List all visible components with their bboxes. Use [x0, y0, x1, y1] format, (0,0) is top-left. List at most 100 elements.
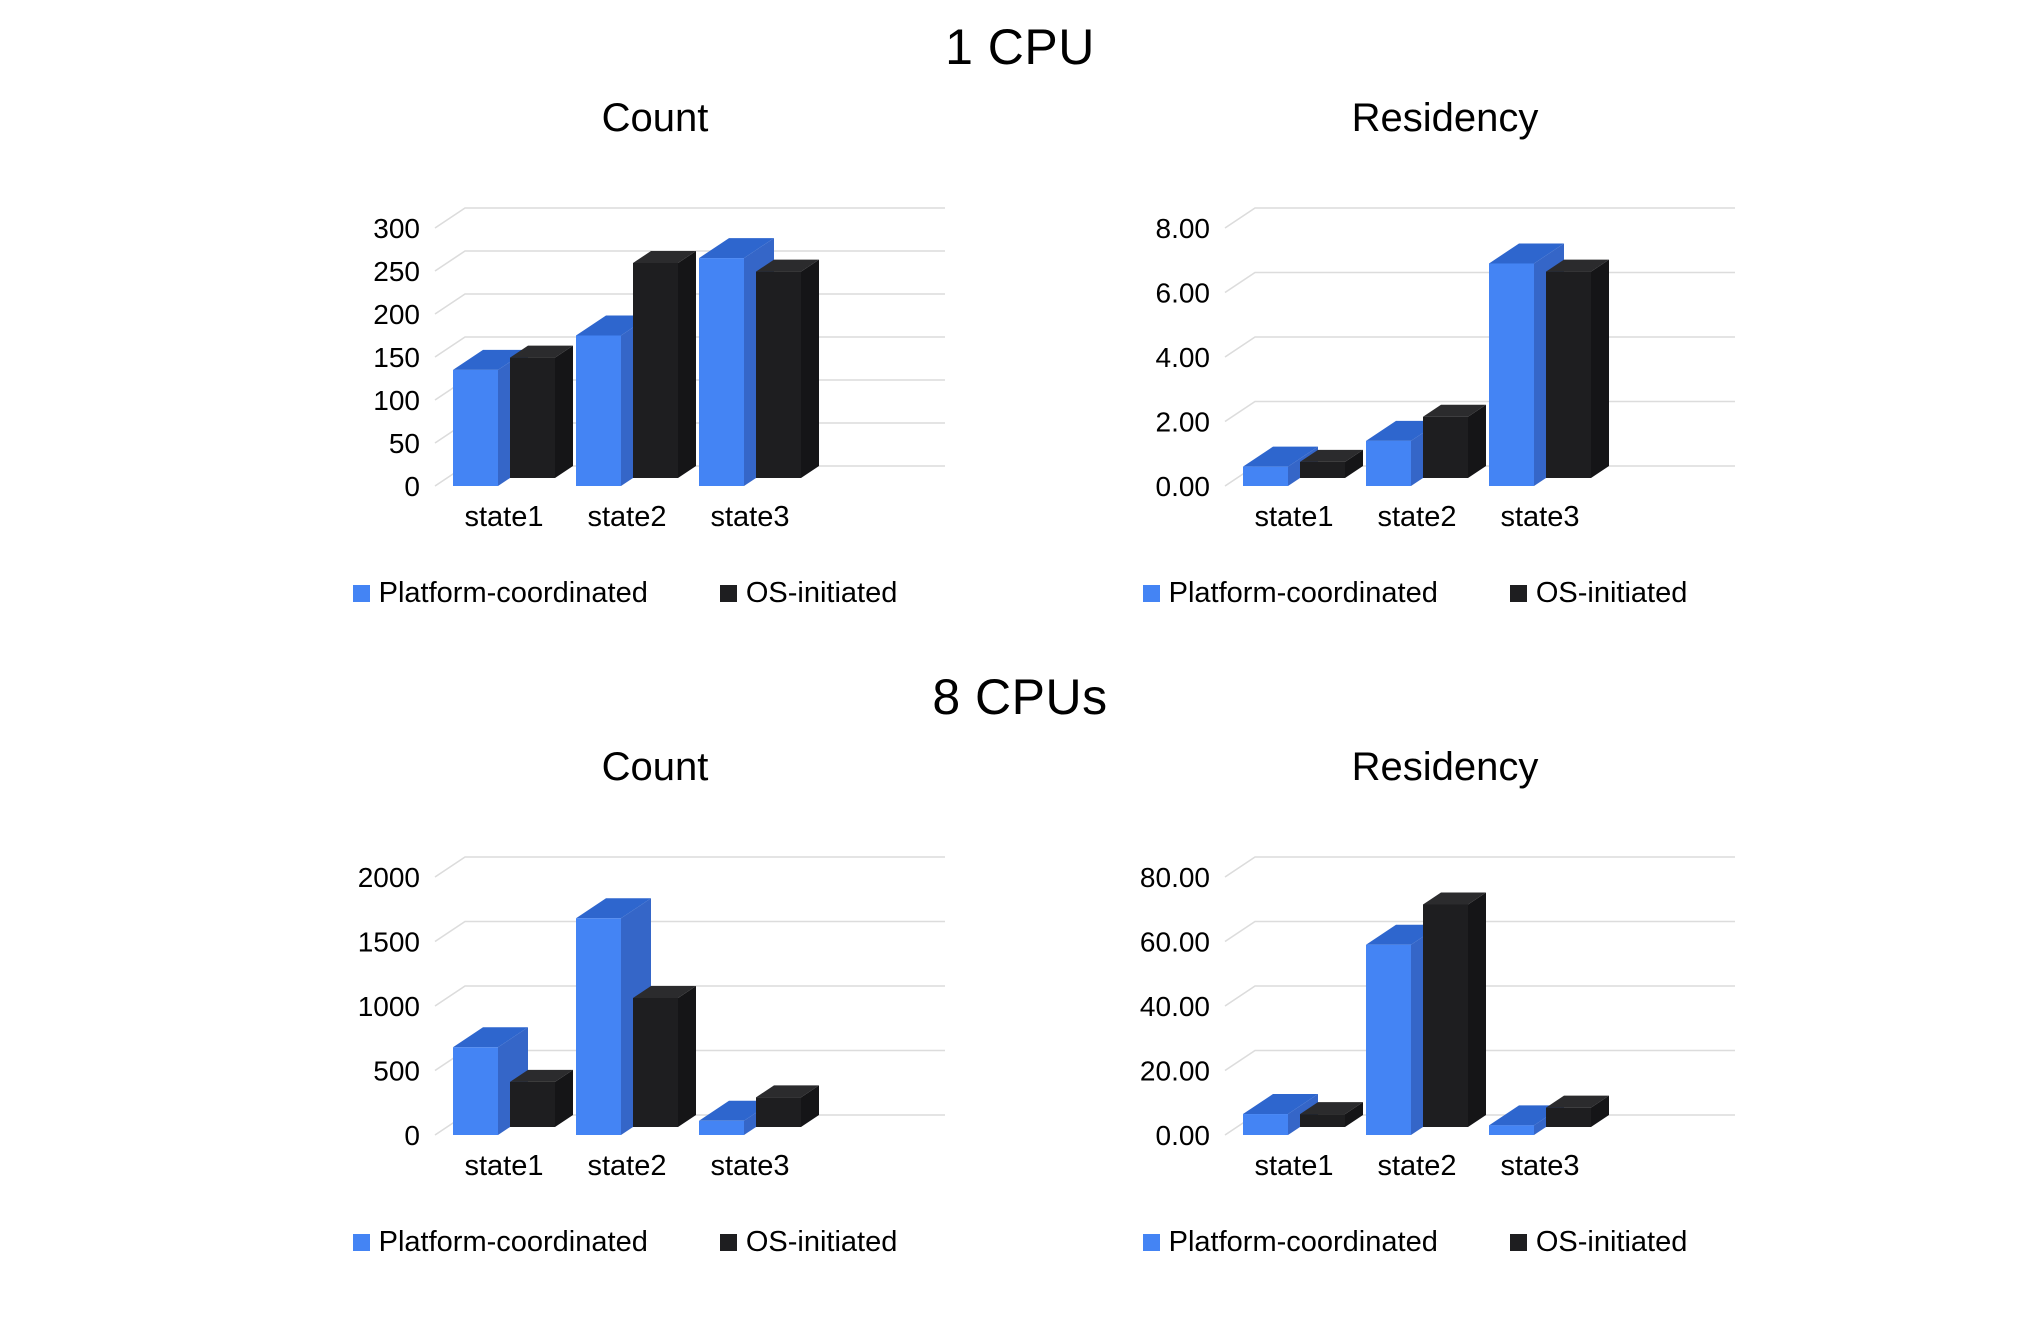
bar-os-initiated-state1-top	[1300, 449, 1363, 462]
bar-os-initiated-state2-side	[1468, 892, 1486, 1127]
legend-1cpu-residency: Platform-coordinated OS-initiated	[1045, 577, 1785, 610]
chart-1cpu-residency: Residency 0.00 2.00 4.00 6.00 8.00 state1 state…	[1045, 89, 1785, 610]
bar-platform-coordinated-state1	[453, 369, 498, 486]
legend-label: OS-initiated	[1535, 1226, 1688, 1258]
bar-platform-coordinated-state2	[576, 335, 621, 486]
y-axis-tick-label: 6.00	[1156, 277, 1211, 308]
bar-platform-coordinated-state1	[453, 1047, 498, 1135]
legend-label: Platform-coordinated	[378, 576, 648, 609]
y-axis-tick-label: 300	[373, 213, 420, 244]
bar-os-initiated-state1-side	[555, 345, 573, 478]
bar-platform-coordinated-state2-top	[1366, 420, 1441, 441]
y-axis-tick-label: 0	[404, 1120, 420, 1151]
legend-item: Platform-coordinated	[352, 576, 648, 610]
legend-swatch	[719, 1234, 737, 1251]
legend-swatch	[1509, 1234, 1527, 1251]
x-axis-category-label: state1	[1255, 501, 1334, 533]
chart-title: Count	[602, 96, 709, 140]
grid-line	[1224, 271, 1735, 293]
bar-platform-coordinated-state1	[1243, 466, 1288, 486]
y-axis-tick-label: 60.00	[1140, 927, 1210, 958]
chart-title: Count	[602, 745, 709, 789]
grid-line	[1224, 206, 1735, 229]
x-axis-category-label: state2	[588, 501, 667, 533]
legend-swatch	[1509, 584, 1527, 602]
chart-8cpus-count: Count 0 500 1000 1500 2000 state1 state2 state3 …	[255, 738, 995, 1259]
bar-os-initiated-state3-side	[1591, 1095, 1609, 1127]
bar-platform-coordinated-state1-top	[1243, 1094, 1318, 1115]
bar-platform-coordinated-state3-top	[699, 237, 774, 258]
y-axis-tick-label: 100	[373, 385, 420, 416]
bar-platform-coordinated-state3-top	[1489, 242, 1564, 263]
bar-platform-coordinated-state3-top	[699, 1100, 774, 1121]
bar-os-initiated-state2	[1423, 416, 1468, 478]
y-axis-tick-label: 250	[373, 256, 420, 287]
bar-os-initiated-state1	[1300, 1114, 1345, 1127]
charts-row-8cpus: Count 0 500 1000 1500 2000 state1 state2 state3 …	[0, 738, 2040, 1259]
bar-os-initiated-state1-top	[510, 345, 573, 358]
bar-platform-coordinated-state2	[1366, 944, 1411, 1135]
bar-os-initiated-state2-top	[633, 986, 696, 998]
x-axis-category-label: state1	[1255, 1150, 1334, 1182]
bar-os-initiated-state2-side	[1468, 404, 1486, 478]
y-axis-tick-label: 20.00	[1140, 1056, 1210, 1087]
grid-line	[1224, 920, 1735, 943]
bar-os-initiated-state3	[1546, 271, 1591, 478]
legend-item: Platform-coordinated	[1142, 1226, 1438, 1259]
y-axis-tick-label: 0.00	[1156, 471, 1211, 502]
section-title-1cpu: 1 CPU	[945, 19, 1095, 75]
x-axis-category-label: state3	[1501, 1150, 1580, 1182]
y-axis-tick-label: 1000	[358, 991, 420, 1022]
bar-os-initiated-state3-top	[1546, 259, 1609, 272]
legend-item: OS-initiated	[719, 1226, 897, 1259]
grid-line	[434, 206, 945, 229]
chart-canvas-8cpus-residency: Residency 0.00 20.00 40.00 60.00 80.00 state1 s…	[1140, 745, 1735, 1182]
bar-platform-coordinated-state3	[699, 257, 744, 486]
y-axis-tick-label: 1500	[358, 927, 420, 958]
y-axis-tick-label: 200	[373, 299, 420, 330]
chart-1cpu-count: Count 0 50 100 150 200 250 300 state1 state2 state…	[255, 89, 995, 610]
legend-8cpus-residency: Platform-coordinated OS-initiated	[1045, 1226, 1785, 1259]
bar-os-initiated-state1-side	[1345, 449, 1363, 478]
bar-platform-coordinated-state1-top	[453, 349, 528, 370]
bar-os-initiated-state3	[756, 271, 801, 478]
y-axis-tick-label: 0	[404, 471, 420, 502]
bar-os-initiated-state1-top	[1300, 1102, 1363, 1115]
grid-line	[1224, 335, 1735, 358]
legend-item: Platform-coordinated	[352, 1226, 648, 1259]
y-axis-tick-label: 40.00	[1140, 991, 1210, 1022]
legend-label: Platform-coordinated	[378, 1226, 648, 1258]
bar-platform-coordinated-state2-top	[576, 898, 651, 919]
section-1cpu: 1 CPU Count 0 50 100 150 200 250 300 state1 state…	[0, 16, 2040, 610]
grid-line	[434, 920, 945, 943]
legend-item: Platform-coordinated	[1142, 576, 1438, 610]
bar-os-initiated-state1-side	[1345, 1102, 1363, 1127]
legend-label: Platform-coordinated	[1168, 576, 1438, 609]
bar-platform-coordinated-state3	[1489, 1125, 1534, 1135]
bar-os-initiated-state2-top	[633, 250, 696, 263]
bar-platform-coordinated-state3-top	[1489, 1105, 1564, 1126]
bar-os-initiated-state2	[1423, 904, 1468, 1127]
legend-label: OS-initiated	[1535, 576, 1688, 609]
y-axis-tick-label: 2.00	[1156, 406, 1211, 437]
bar-os-initiated-state3-top	[756, 1085, 819, 1098]
bar-platform-coordinated-state2	[576, 918, 621, 1135]
legend-1cpu-count: Platform-coordinated OS-initiated	[255, 577, 995, 610]
legend-swatch	[352, 1234, 370, 1251]
bar-os-initiated-state2-top	[1423, 404, 1486, 417]
y-axis-tick-label: 4.00	[1156, 342, 1211, 373]
x-axis-category-label: state1	[465, 501, 544, 533]
chart-canvas-1cpu-count: Count 0 50 100 150 200 250 300 state1 state2 state…	[373, 96, 945, 533]
legend-label: Platform-coordinated	[1168, 1226, 1438, 1258]
section-title-8cpus: 8 CPUs	[932, 668, 1108, 725]
chart-8cpus-residency: Residency 0.00 20.00 40.00 60.00 80.00 state1 s…	[1045, 738, 1785, 1259]
chart-title: Residency	[1352, 96, 1539, 140]
bar-platform-coordinated-state3	[699, 1120, 744, 1135]
bar-os-initiated-state3-top	[756, 259, 819, 272]
x-axis-category-label: state2	[1378, 1150, 1457, 1182]
bar-platform-coordinated-state3	[1489, 262, 1534, 486]
bar-os-initiated-state1-side	[555, 1069, 573, 1127]
y-axis-tick-label: 8.00	[1156, 213, 1211, 244]
bar-os-initiated-state2-side	[678, 250, 696, 478]
x-axis-category-label: state2	[1378, 501, 1457, 533]
